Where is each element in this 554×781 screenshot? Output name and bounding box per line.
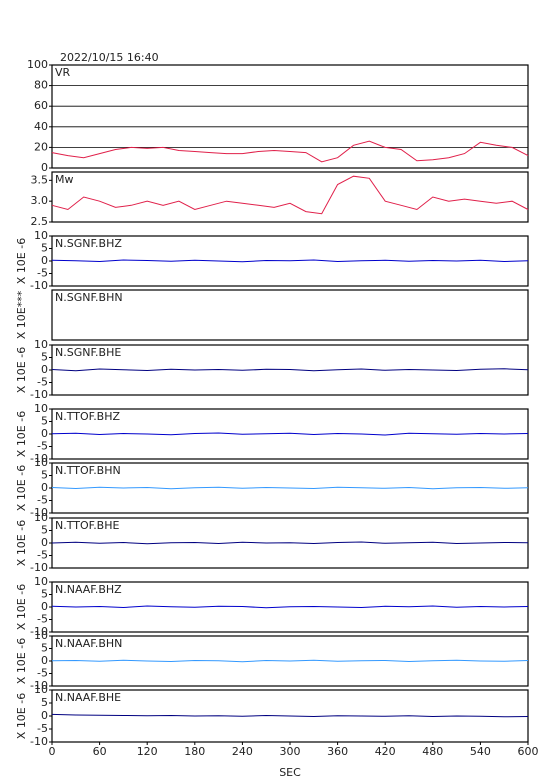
x-axis-label: SEC	[279, 766, 301, 779]
y-tick-label: -5	[37, 494, 48, 507]
x-tick-label: 360	[327, 745, 348, 758]
x-tick-label: 600	[518, 745, 539, 758]
trace	[51, 368, 529, 372]
y-tick-label: 5	[41, 696, 48, 709]
y-tick-label: 10	[34, 683, 48, 696]
panel-frame	[51, 289, 529, 341]
y-tick-label: 10	[34, 629, 48, 642]
y-tick-label: -5	[37, 722, 48, 735]
y-axis-label: X 10E -6	[15, 693, 28, 739]
y-tick-label: 5	[41, 524, 48, 537]
panel-label: N.NAAF.BHE	[55, 691, 121, 704]
y-axis-label: X 10E -6	[15, 584, 28, 630]
y-tick-label: 0	[41, 161, 48, 174]
y-tick-label: -10	[30, 506, 48, 519]
y-tick-label: 10	[34, 229, 48, 242]
y-tick-label: 0	[41, 254, 48, 267]
y-axis-label: X 10E***	[15, 290, 28, 339]
y-tick-label: 10	[34, 338, 48, 351]
y-axis-label: X 10E -6	[15, 411, 28, 457]
y-axis-label: X 10E -6	[15, 238, 28, 284]
y-tick-label: -5	[37, 267, 48, 280]
y-tick-label: -5	[37, 549, 48, 562]
panel-frame	[51, 171, 529, 223]
panel-label: N.TTOF.BHN	[55, 464, 121, 477]
y-tick-label: 3.0	[31, 194, 49, 207]
y-tick-label: 0	[41, 709, 48, 722]
x-tick-label: 60	[93, 745, 107, 758]
y-tick-label: 0	[41, 427, 48, 440]
y-tick-label: 0	[41, 363, 48, 376]
panel-label: VR	[55, 66, 71, 79]
y-tick-label: -10	[30, 735, 48, 748]
y-tick-label: 20	[34, 140, 48, 153]
y-tick-label: 5	[41, 642, 48, 655]
x-tick-label: 240	[232, 745, 253, 758]
y-tick-label: 40	[34, 120, 48, 133]
y-tick-label: 80	[34, 79, 48, 92]
y-tick-label: -10	[30, 561, 48, 574]
y-tick-label: -10	[30, 452, 48, 465]
y-tick-label: 3.5	[31, 173, 49, 186]
chart-title: 2022/10/15 16:40	[60, 51, 159, 64]
x-tick-label: 540	[470, 745, 491, 758]
y-tick-label: -10	[30, 625, 48, 638]
y-tick-label: -10	[30, 388, 48, 401]
y-axis-label: X 10E -6	[15, 520, 28, 566]
y-tick-label: -5	[37, 376, 48, 389]
y-tick-label: 0	[41, 481, 48, 494]
x-tick-label: 300	[280, 745, 301, 758]
x-tick-label: 480	[422, 745, 443, 758]
y-tick-label: 60	[34, 99, 48, 112]
trace	[51, 541, 529, 545]
y-tick-label: 5	[41, 242, 48, 255]
x-tick-label: 0	[49, 745, 56, 758]
trace	[51, 713, 529, 718]
x-tick-label: 420	[375, 745, 396, 758]
y-tick-label: 5	[41, 469, 48, 482]
panel-frame	[51, 64, 529, 169]
y-tick-label: 0	[41, 536, 48, 549]
y-tick-label: 100	[27, 58, 48, 71]
panel-label: N.SGNF.BHE	[55, 346, 121, 359]
x-tick-label: 180	[184, 745, 205, 758]
x-tick-label: 120	[137, 745, 158, 758]
y-tick-label: 2.5	[31, 215, 49, 228]
y-axis-label: X 10E -6	[15, 638, 28, 684]
y-tick-label: -5	[37, 667, 48, 680]
trace	[51, 432, 529, 436]
panel-label: N.NAAF.BHN	[55, 637, 122, 650]
y-tick-label: 5	[41, 415, 48, 428]
panel-label: N.SGNF.BHN	[55, 291, 123, 304]
trace	[51, 486, 529, 490]
y-tick-label: -10	[30, 679, 48, 692]
y-tick-label: 10	[34, 456, 48, 469]
trace	[51, 175, 529, 215]
panel-label: N.NAAF.BHZ	[55, 583, 122, 596]
panel-label: Mw	[55, 173, 74, 186]
y-tick-label: 10	[34, 575, 48, 588]
trace	[51, 259, 529, 263]
trace	[51, 605, 529, 609]
y-axis-label: X 10E -6	[15, 465, 28, 511]
y-tick-label: 10	[34, 511, 48, 524]
y-tick-label: 0	[41, 600, 48, 613]
y-tick-label: -5	[37, 613, 48, 626]
trace	[51, 659, 529, 663]
panel-label: N.TTOF.BHZ	[55, 410, 121, 423]
y-tick-label: -10	[30, 279, 48, 292]
y-tick-label: 5	[41, 351, 48, 364]
trace	[51, 140, 529, 163]
y-tick-label: 10	[34, 402, 48, 415]
y-tick-label: 5	[41, 588, 48, 601]
panel-label: N.TTOF.BHE	[55, 519, 120, 532]
y-axis-label: X 10E -6	[15, 347, 28, 393]
y-tick-label: -5	[37, 440, 48, 453]
y-tick-label: 0	[41, 654, 48, 667]
panel-label: N.SGNF.BHZ	[55, 237, 122, 250]
